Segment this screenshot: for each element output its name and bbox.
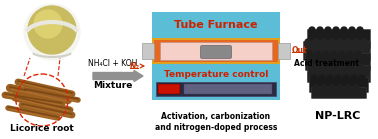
Circle shape [333, 27, 339, 33]
Text: NP-LRC: NP-LRC [315, 111, 361, 121]
Text: Tube Furnace: Tube Furnace [174, 20, 258, 30]
Circle shape [317, 27, 323, 33]
Circle shape [341, 63, 347, 69]
FancyBboxPatch shape [304, 42, 370, 60]
FancyBboxPatch shape [152, 38, 280, 64]
Circle shape [313, 39, 319, 45]
Circle shape [325, 27, 331, 33]
FancyBboxPatch shape [142, 43, 154, 59]
Circle shape [341, 27, 347, 33]
FancyBboxPatch shape [307, 65, 370, 83]
Text: Out: Out [292, 45, 308, 54]
FancyBboxPatch shape [158, 84, 180, 94]
Circle shape [337, 85, 343, 91]
Circle shape [321, 85, 327, 91]
Text: Activation, carbonization
and nitrogen-doped process: Activation, carbonization and nitrogen-d… [155, 112, 277, 132]
FancyBboxPatch shape [311, 87, 367, 99]
Circle shape [319, 75, 325, 81]
Circle shape [311, 75, 317, 81]
Circle shape [327, 75, 333, 81]
FancyArrow shape [308, 70, 344, 81]
Circle shape [333, 63, 339, 69]
Circle shape [347, 51, 353, 57]
Circle shape [343, 75, 349, 81]
Circle shape [24, 4, 80, 60]
Circle shape [345, 39, 351, 45]
Circle shape [339, 51, 345, 57]
Circle shape [355, 51, 361, 57]
Circle shape [335, 75, 341, 81]
FancyBboxPatch shape [307, 29, 370, 49]
FancyBboxPatch shape [152, 64, 280, 100]
FancyBboxPatch shape [278, 43, 290, 59]
FancyBboxPatch shape [200, 45, 231, 59]
Circle shape [317, 63, 323, 69]
Circle shape [325, 63, 331, 69]
FancyBboxPatch shape [184, 84, 272, 94]
Circle shape [353, 39, 359, 45]
Circle shape [349, 27, 355, 33]
Circle shape [309, 27, 315, 33]
Circle shape [359, 75, 365, 81]
Circle shape [321, 39, 327, 45]
Circle shape [315, 51, 321, 57]
Text: NH₄Cl + KOH: NH₄Cl + KOH [88, 59, 138, 68]
FancyBboxPatch shape [160, 42, 272, 60]
Text: N₂: N₂ [130, 61, 140, 70]
Circle shape [28, 6, 76, 54]
Circle shape [329, 85, 335, 91]
Circle shape [305, 39, 311, 45]
Text: Temperature control: Temperature control [164, 70, 268, 79]
Circle shape [337, 39, 343, 45]
FancyBboxPatch shape [156, 82, 276, 96]
Text: Acid treatment: Acid treatment [293, 59, 358, 68]
Text: Mixture: Mixture [93, 80, 133, 90]
Circle shape [351, 75, 357, 81]
Circle shape [345, 85, 351, 91]
Circle shape [361, 39, 367, 45]
Circle shape [329, 39, 335, 45]
Circle shape [323, 51, 329, 57]
FancyBboxPatch shape [305, 54, 370, 70]
Text: Licorice root: Licorice root [10, 124, 74, 133]
Circle shape [349, 63, 355, 69]
Circle shape [353, 85, 359, 91]
Circle shape [357, 27, 363, 33]
Circle shape [307, 51, 313, 57]
FancyBboxPatch shape [310, 78, 369, 92]
FancyBboxPatch shape [152, 12, 280, 38]
FancyBboxPatch shape [154, 40, 278, 62]
Circle shape [309, 63, 315, 69]
Circle shape [357, 63, 363, 69]
Circle shape [313, 85, 319, 91]
Circle shape [331, 51, 337, 57]
Circle shape [34, 10, 62, 38]
FancyArrow shape [93, 70, 143, 81]
